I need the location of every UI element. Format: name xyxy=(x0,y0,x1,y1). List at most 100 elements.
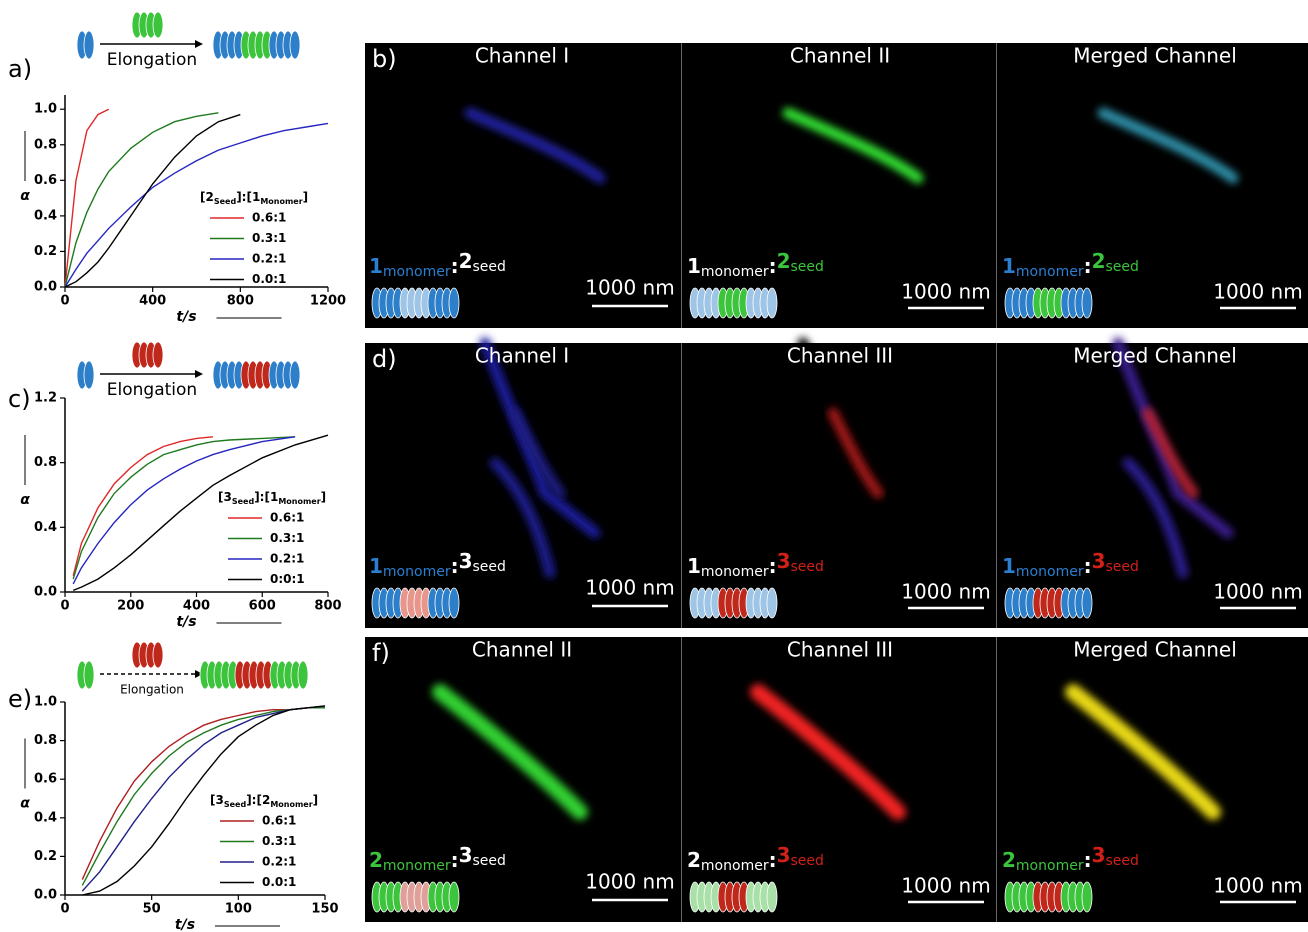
series-line xyxy=(72,436,296,580)
panel-label: e) xyxy=(8,685,32,713)
scheme-label: Elongation xyxy=(107,380,197,400)
series-line xyxy=(64,122,329,288)
panel-label: c) xyxy=(8,385,31,413)
legend-title-part: ] xyxy=(313,793,318,807)
ratio-label: 1monomer:3seed xyxy=(687,549,824,581)
x-tick-label: 100 xyxy=(225,902,252,917)
ratio-label: 1monomer:3seed xyxy=(369,549,506,581)
ratio-label: 2monomer:3seed xyxy=(1002,843,1139,875)
x-tick-label: 0 xyxy=(60,294,69,309)
ratio-part: : xyxy=(451,254,459,278)
series-line xyxy=(64,112,219,288)
ratio-part: monomer xyxy=(383,264,451,280)
ratio-part: 1 xyxy=(687,254,701,278)
fiber-disc xyxy=(1081,587,1093,619)
y-tick-label: 0.4 xyxy=(34,208,57,223)
legend-label: 0.6:1 xyxy=(252,211,286,225)
fiber-disc xyxy=(766,881,778,913)
ratio-part: : xyxy=(769,554,777,578)
fiber-disc xyxy=(448,881,460,913)
filament xyxy=(750,684,906,820)
legend-label: 0.3:1 xyxy=(252,231,286,245)
y-tick-label: 0.2 xyxy=(34,849,57,864)
fiber-disc xyxy=(289,30,301,60)
legend-label: 0.3:1 xyxy=(262,834,296,848)
x-tick-label: 0 xyxy=(60,599,69,614)
filament xyxy=(432,684,588,820)
scale-label: 1000 nm xyxy=(1213,280,1302,304)
y-tick-label: 1.0 xyxy=(34,102,57,117)
series-line xyxy=(72,434,329,592)
fiber-disc xyxy=(1081,881,1093,913)
channel-title: Channel I xyxy=(475,44,569,68)
ratio-part: : xyxy=(769,848,777,872)
x-tick-label: 1200 xyxy=(310,294,346,309)
legend-title-part: Monomer xyxy=(270,800,312,809)
ratio-label: 1monomer:3seed xyxy=(1002,549,1139,581)
channel-title: Merged Channel xyxy=(1073,344,1237,368)
legend-label: 0.0:1 xyxy=(252,272,286,286)
filament xyxy=(1122,457,1189,579)
fiber-disc xyxy=(83,660,95,690)
scheme-arrowhead xyxy=(195,370,203,378)
ratio-part: seed xyxy=(473,559,506,575)
fiber-disc xyxy=(83,360,95,390)
fiber-disc xyxy=(83,30,95,60)
ratio-part: seed xyxy=(473,853,506,869)
legend-label: 0.6:1 xyxy=(270,511,304,525)
ratio-label: 1monomer:2seed xyxy=(1002,249,1139,281)
legend-title-part: Monomer xyxy=(278,497,320,506)
filament xyxy=(464,107,606,184)
ratio-part: : xyxy=(451,848,459,872)
legend-label: 0.2:1 xyxy=(270,552,304,566)
y-tick-label: 0.4 xyxy=(34,520,57,535)
ratio-label: 2monomer:3seed xyxy=(687,843,824,875)
fiber-disc xyxy=(448,287,460,319)
scheme-label: Elongation xyxy=(120,683,184,697)
scale-label: 1000 nm xyxy=(1213,580,1302,604)
filament xyxy=(489,457,556,579)
scale-label: 1000 nm xyxy=(901,874,990,898)
filament xyxy=(509,407,566,499)
channel-title: Channel II xyxy=(472,638,572,662)
x-axis-label: t/s xyxy=(176,309,196,325)
scheme-arrowhead xyxy=(195,670,203,678)
legend-title-part: Seed xyxy=(224,800,247,809)
ratio-part: : xyxy=(769,254,777,278)
legend-title-part: ]:[1 xyxy=(236,190,260,204)
ratio-part: 2 xyxy=(687,848,701,872)
legend-title-part: [3 xyxy=(210,793,224,807)
ratio-part: 3 xyxy=(1092,549,1106,573)
ratio-part: 2 xyxy=(1002,848,1016,872)
y-axis-label: α xyxy=(20,796,30,812)
panel-label: b) xyxy=(372,45,397,73)
legend-title-part: Seed xyxy=(214,197,237,206)
legend-label: 0.6:1 xyxy=(262,814,296,828)
y-tick-label: 0.8 xyxy=(34,137,57,152)
ratio-part: 2 xyxy=(459,249,473,273)
ratio-part: monomer xyxy=(701,264,769,280)
fiber-disc xyxy=(152,341,164,369)
ratio-part: seed xyxy=(473,259,506,275)
ratio-part: 2 xyxy=(777,249,791,273)
filament xyxy=(782,107,924,184)
fiber-disc xyxy=(152,11,164,39)
fiber-disc xyxy=(297,660,309,690)
legend-label: 0.2:1 xyxy=(252,252,286,266)
panel-background xyxy=(365,43,1308,328)
ratio-part: seed xyxy=(791,259,824,275)
ratio-part: monomer xyxy=(1016,564,1084,580)
ratio-part: 3 xyxy=(777,549,791,573)
x-tick-label: 800 xyxy=(314,599,341,614)
channel-title: Channel III xyxy=(787,638,893,662)
ratio-part: monomer xyxy=(701,858,769,874)
ratio-part: 3 xyxy=(459,843,473,867)
scale-label: 1000 nm xyxy=(901,280,990,304)
ratio-part: 3 xyxy=(1092,843,1106,867)
scale-label: 1000 nm xyxy=(901,580,990,604)
scale-label: 1000 nm xyxy=(585,276,674,300)
series-line xyxy=(64,108,110,288)
legend-title-part: ] xyxy=(303,190,308,204)
ratio-part: monomer xyxy=(1016,264,1084,280)
